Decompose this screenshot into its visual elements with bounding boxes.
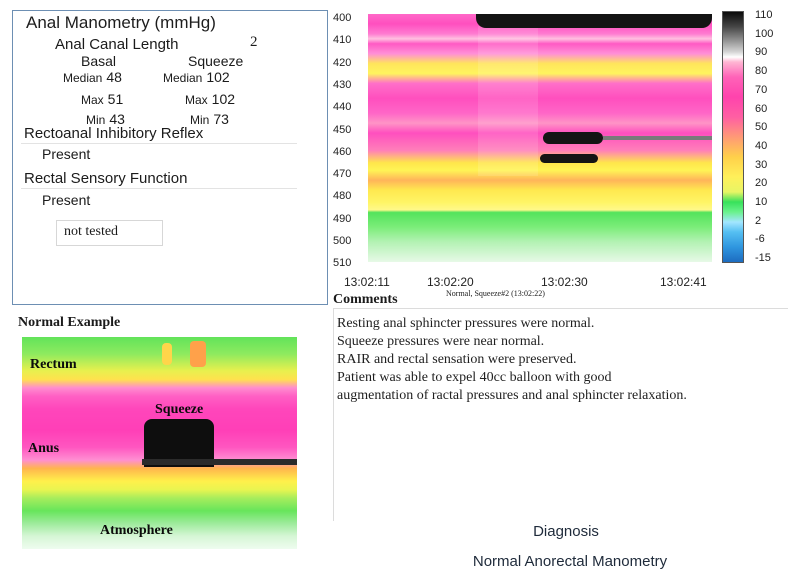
colorbar-tick-label: 10 xyxy=(755,196,768,208)
squeeze-header: Squeeze xyxy=(188,53,244,69)
basal-header: Basal xyxy=(81,53,117,69)
y-tick-label: 420 xyxy=(333,56,352,69)
colorbar-tick-label: 30 xyxy=(755,158,768,171)
squeeze-min-stat: Min 73 xyxy=(190,111,229,127)
diagnosis-value: Normal Anorectal Manometry xyxy=(472,553,668,570)
y-tick-label: 450 xyxy=(333,123,352,136)
comments-divider xyxy=(333,308,788,309)
anal-canal-length-label: Anal Canal Length xyxy=(55,36,179,53)
example-squeeze-trace xyxy=(142,459,297,465)
x-tick-label: 13:02:11 xyxy=(344,275,390,289)
y-tick-label: 470 xyxy=(333,168,352,181)
manometry-summary-panel: Anal Manometry (mmHg) Anal Canal Length … xyxy=(12,10,328,305)
rair-label: Rectoanal Inhibitory Reflex xyxy=(24,125,204,142)
example-label-squeeze: Squeeze xyxy=(155,402,204,417)
heatmap-squeeze-region xyxy=(478,26,538,176)
colorbar-tick-label: 60 xyxy=(755,102,768,115)
comments-title: Comments xyxy=(333,292,398,307)
basal-min-stat: Min 43 xyxy=(86,111,125,127)
high-pressure-spot xyxy=(543,132,603,144)
comment-line: Patient was able to expel 40cc balloon w… xyxy=(337,370,612,385)
comment-line: Squeeze pressures were near normal. xyxy=(337,334,545,349)
example-label-atmosphere: Atmosphere xyxy=(100,523,173,538)
y-tick-label: 500 xyxy=(333,235,352,247)
squeeze-min-label: Min xyxy=(190,113,210,127)
squeeze-min-value: 73 xyxy=(213,111,229,127)
example-heatmap: Rectum Squeeze Anus Atmosphere xyxy=(22,337,297,549)
x-tick-label: 13:02:30 xyxy=(541,275,588,289)
rair-value: Present xyxy=(42,146,91,162)
high-pressure-spot xyxy=(540,154,598,163)
comments-divider xyxy=(333,308,334,521)
divider xyxy=(21,188,297,189)
colorbar-tick-label: -15 xyxy=(755,252,771,265)
basal-median-stat: Median 48 xyxy=(63,69,122,85)
example-title: Normal Example xyxy=(18,315,121,330)
colorbar-tick-label: 50 xyxy=(755,121,768,134)
basal-max-stat: Max 51 xyxy=(81,91,123,107)
basal-max-label: Max xyxy=(81,93,104,107)
squeeze-max-label: Max xyxy=(185,93,208,107)
basal-min-label: Min xyxy=(86,113,106,127)
y-tick-label: 490 xyxy=(333,212,352,225)
example-hot-spot xyxy=(162,343,172,365)
squeeze-median-value: 102 xyxy=(206,69,230,85)
diagnosis-title: Diagnosis xyxy=(533,523,599,540)
basal-max-value: 51 xyxy=(107,91,124,107)
color-scale-bar xyxy=(722,11,744,263)
squeeze-max-stat: Max 102 xyxy=(185,91,235,107)
y-tick-label: 510 xyxy=(333,257,352,270)
y-tick-label: 400 xyxy=(333,12,352,24)
high-pressure-trace xyxy=(603,136,712,140)
y-tick-label: 460 xyxy=(333,145,352,158)
colorbar-tick-label: 70 xyxy=(755,83,768,96)
divider xyxy=(21,143,297,144)
colorbar-tick-label: 110 xyxy=(755,9,773,21)
example-hot-spot xyxy=(190,341,206,367)
x-tick-label: 13:02:41 xyxy=(660,275,707,289)
colorbar-tick-label: 2 xyxy=(755,214,762,227)
pressure-heatmap xyxy=(368,14,712,262)
comment-line: Resting anal sphincter pressures were no… xyxy=(337,316,595,331)
not-tested-field: not tested xyxy=(56,220,163,246)
anal-canal-length-value: 2 xyxy=(250,34,258,50)
squeeze-median-stat: Median 102 xyxy=(163,69,230,85)
high-pressure-band xyxy=(476,14,712,28)
colorbar-tick-label: 80 xyxy=(755,65,768,78)
panel-title: Anal Manometry (mmHg) xyxy=(26,13,216,32)
y-tick-label: 410 xyxy=(333,34,352,47)
squeeze-median-label: Median xyxy=(163,71,203,85)
sensory-label: Rectal Sensory Function xyxy=(24,170,188,187)
y-tick-label: 480 xyxy=(333,190,352,203)
colorbar-tick-label: 90 xyxy=(755,46,768,59)
basal-median-label: Median xyxy=(63,71,103,85)
colorbar-tick-label: 20 xyxy=(755,177,768,190)
comment-line: augmentation of ractal pressures and ana… xyxy=(337,388,687,403)
colorbar-tick-label: 40 xyxy=(755,139,768,152)
basal-median-value: 48 xyxy=(106,69,122,85)
heatmap-caption: Normal, Squeeze#2 (13:02:22) xyxy=(446,289,545,298)
example-label-rectum: Rectum xyxy=(30,357,77,372)
squeeze-max-value: 102 xyxy=(211,91,236,107)
colorbar-tick-label: -6 xyxy=(755,233,765,246)
sensory-value: Present xyxy=(42,192,91,208)
y-tick-label: 440 xyxy=(333,101,352,114)
basal-min-value: 43 xyxy=(109,111,125,127)
colorbar-tick-label: 100 xyxy=(755,27,774,40)
example-label-anus: Anus xyxy=(28,441,60,456)
x-tick-label: 13:02:20 xyxy=(427,275,474,289)
comment-line: RAIR and rectal sensation were preserved… xyxy=(337,352,577,367)
y-tick-label: 430 xyxy=(333,78,352,91)
